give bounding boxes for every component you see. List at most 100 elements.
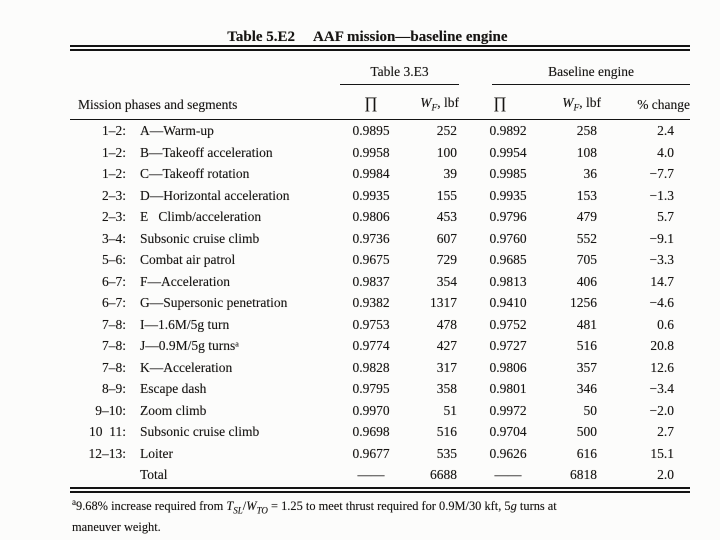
- wf-baseline-cell: 705: [576, 252, 598, 268]
- footnote-text: turns at: [516, 499, 557, 514]
- segment-cell: Zoom climb: [140, 402, 207, 418]
- wf-baseline-cell: 258: [576, 123, 598, 139]
- wf-table3e3-cell: 535: [436, 445, 458, 461]
- pct-change-cell: 4.0: [657, 144, 675, 160]
- pi-table3e3-cell: 0.9935: [352, 187, 390, 203]
- pct-change-cell: −3.4: [649, 381, 675, 397]
- thrust-variable: T: [226, 499, 234, 514]
- phase-cell: 1–2:: [101, 123, 126, 139]
- group-header-table3e3: Table 3.E3: [340, 51, 460, 86]
- segment-cell: J—0.9M/5g turnsᵃ: [140, 338, 239, 354]
- pi-baseline-cell: 0.9727: [489, 338, 527, 354]
- wf-baseline-cell: 6818: [570, 467, 598, 483]
- segment-cell: C—Takeoff rotation: [140, 166, 250, 182]
- pct-change-cell: −4.6: [649, 295, 675, 311]
- pi-baseline-cell: 0.9935: [489, 187, 527, 203]
- column-header-row: Mission phases and segments ∏ WF, lbf ∏ …: [70, 85, 691, 121]
- footnote-text: maneuver weight.: [72, 520, 161, 535]
- thrust-subscript: SL: [233, 505, 243, 516]
- pct-change-cell: 15.1: [650, 445, 675, 461]
- table-row: 7–8: I—1.6M/5g turn 0.9753 478 0.9752 48…: [70, 314, 690, 336]
- pi-header-baseline: ∏: [459, 85, 542, 121]
- wf-baseline-cell: 552: [576, 230, 598, 246]
- pct-change-cell: 5.7: [657, 209, 675, 225]
- segment-cell: Subsonic cruise climb: [140, 424, 260, 440]
- pi-table3e3-cell: 0.9677: [352, 445, 390, 461]
- table-title: Table 5.E2 AAF mission—baseline engine: [0, 12, 720, 63]
- pi-baseline-cell: 0.9892: [489, 123, 527, 139]
- phase-cell: 1–2:: [101, 144, 126, 160]
- pi-baseline-cell: 0.9626: [489, 445, 527, 461]
- table-row: 10 11: Subsonic cruise climb 0.9698 516 …: [70, 421, 690, 443]
- phase-cell: 1–2:: [101, 166, 126, 182]
- pi-baseline-cell: 0.9806: [489, 359, 527, 375]
- weight-variable: W: [246, 499, 257, 514]
- wf-table3e3-cell: 427: [436, 338, 458, 354]
- wf-baseline-cell: 616: [576, 445, 598, 461]
- pi-table3e3-cell: 0.9828: [352, 359, 390, 375]
- phase-cell: 7–8:: [101, 359, 126, 375]
- table-row: 12–13: Loiter 0.9677 535 0.9626 616 15.1: [70, 443, 690, 465]
- top-double-rule: [70, 45, 690, 52]
- wf-baseline-cell: 50: [583, 402, 598, 418]
- wf-baseline-cell: 406: [576, 273, 598, 289]
- pct-change-cell: 12.6: [650, 359, 675, 375]
- pi-baseline-cell: 0.9985: [489, 166, 527, 182]
- table-row: 7–8: J—0.9M/5g turnsᵃ 0.9774 427 0.9727 …: [70, 335, 690, 357]
- group-header-row: Table 3.E3 Baseline engine: [70, 51, 691, 86]
- phase-cell: 6–7:: [101, 295, 126, 311]
- segment-cell: Loiter: [140, 445, 173, 461]
- wf-baseline-cell: 357: [576, 359, 598, 375]
- phase-cell: 5–6:: [101, 252, 126, 268]
- wf-units: , lbf: [437, 94, 460, 110]
- segment-cell: A—Warm-up: [140, 123, 214, 139]
- pi-table3e3-cell: 0.9736: [352, 230, 390, 246]
- pi-table3e3-cell: 0.9958: [352, 144, 390, 160]
- wf-table3e3-cell: 155: [436, 187, 458, 203]
- phase-cell: 7–8:: [101, 338, 126, 354]
- wf-subscript: F: [431, 103, 438, 114]
- wf-subscript: F: [573, 103, 580, 114]
- pi-table3e3-cell: 0.9895: [352, 123, 390, 139]
- pct-change-cell: 2.4: [657, 123, 675, 139]
- pct-change-header: % change: [601, 85, 691, 121]
- table-row: 7–8: K—Acceleration 0.9828 317 0.9806 35…: [70, 357, 690, 379]
- bottom-double-rule: [70, 486, 690, 494]
- wf-table3e3-cell: 729: [436, 252, 458, 268]
- pct-change-cell: 0.6: [657, 316, 675, 332]
- wf-table3e3-cell: 607: [436, 230, 458, 246]
- table-title-label: Table 5.E2: [227, 29, 296, 45]
- table-row: Total —— 6688 —— 6818 2.0: [70, 464, 690, 486]
- phase-cell: 3–4:: [101, 230, 126, 246]
- phase-cell: 2–3:: [101, 187, 126, 203]
- wf-table3e3-cell: 6688: [430, 467, 458, 483]
- footnote-marker: a: [72, 497, 76, 507]
- table-row: 9–10: Zoom climb 0.9970 51 0.9972 50 −2.…: [70, 400, 690, 422]
- pi-baseline-cell: 0.9410: [489, 295, 527, 311]
- group-header-spacer: [70, 51, 340, 85]
- wf-baseline-cell: 108: [576, 144, 598, 160]
- segment-cell: F—Acceleration: [140, 273, 230, 289]
- pi-baseline-cell: 0.9972: [489, 402, 527, 418]
- pi-baseline-cell: 0.9685: [489, 252, 527, 268]
- table-row: 3–4: Subsonic cruise climb 0.9736 607 0.…: [70, 228, 690, 250]
- table-row: 2–3: D—Horizontal acceleration 0.9935 15…: [70, 185, 690, 207]
- phase-cell: 7–8:: [101, 316, 126, 332]
- wf-table3e3-cell: 354: [436, 273, 458, 289]
- footnote-slash: /: [242, 499, 247, 514]
- wf-table3e3-cell: 252: [436, 123, 458, 139]
- wf-table3e3-cell: 51: [443, 402, 458, 418]
- pi-baseline-cell: 0.9813: [489, 273, 527, 289]
- phase-cell: 9–10:: [95, 402, 126, 418]
- table-row: 5–6: Combat air patrol 0.9675 729 0.9685…: [70, 249, 690, 271]
- pi-baseline-cell: 0.9752: [489, 316, 527, 332]
- wf-baseline-cell: 346: [576, 381, 598, 397]
- phase-cell: [70, 464, 126, 486]
- group-header-baseline: Baseline engine: [459, 51, 691, 86]
- pct-change-cell: −1.3: [649, 187, 675, 203]
- pi-table3e3-cell: 0.9837: [352, 273, 390, 289]
- group-header-table3e3-label: Table 3.E3: [340, 64, 460, 86]
- footnote-text: 9.68% increase required from: [76, 499, 227, 514]
- wf-baseline-cell: 516: [576, 338, 598, 354]
- mission-phases-header: Mission phases and segments: [70, 85, 340, 121]
